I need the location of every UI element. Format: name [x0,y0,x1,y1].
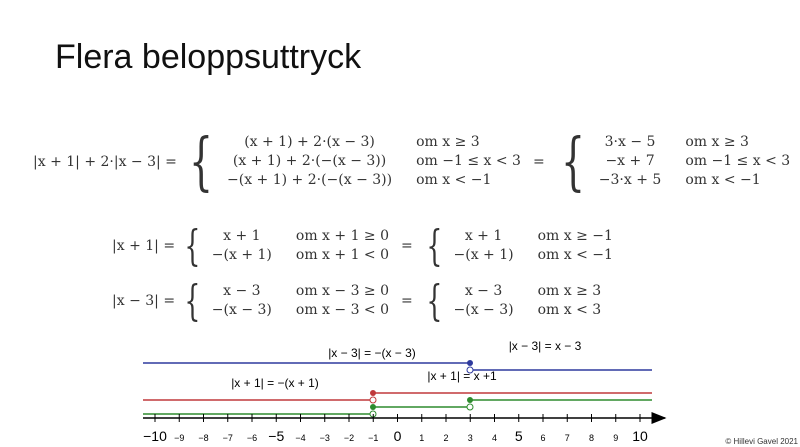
segment-label: |x + 1| = −(x + 1) [231,376,319,390]
condition: om x + 1 ≥ 0 [295,228,390,244]
brace: { [188,125,213,198]
case-row: x − 3 om x − 3 ≥ 0 [210,282,397,301]
expression: −(x − 3) [453,302,514,318]
case-row: x + 1 om x ≥ −1 [452,227,621,246]
tick-label: −1 [368,433,378,443]
tick-label: −8 [198,433,208,443]
condition: om x − 3 ≥ 0 [295,283,390,299]
tick-label: 6 [540,433,545,443]
expression: −(x + 1) + 2·(−(x − 3)) [227,172,393,188]
equation: |x − 3| ={x − 3 om x − 3 ≥ 0 −(x − 3) om x … [112,280,609,322]
tick-label: 9 [613,433,618,443]
equation: |x + 1| + 2·|x − 3| ={(x + 1) + 2·(x − 3… [33,130,798,193]
closed-point [467,360,473,366]
condition: om x < −1 [685,172,761,188]
tick-label: 3 [468,433,473,443]
tick-label: −2 [344,433,354,443]
expression: −(x − 3) [211,302,272,318]
condition: om −1 ≤ x < 3 [416,153,521,169]
condition: om x < −1 [537,247,613,263]
condition: om x ≥ 3 [416,134,480,150]
closed-point [467,397,473,403]
segment-label: |x − 3| = −(x − 3) [328,346,416,360]
case-row: x − 3 om x ≥ 3 [452,282,610,301]
tick-label: 5 [515,428,523,444]
equation-lhs: |x − 3| = [112,293,176,309]
open-point [466,366,474,374]
brace: { [426,276,443,325]
tick-label: −6 [247,433,257,443]
condition: om x < −1 [416,172,492,188]
case-row: (x + 1) + 2·(x − 3) om x ≥ 3 [225,133,529,152]
expression: −3·x + 5 [598,172,662,188]
equals: = [532,153,545,170]
case-row: x + 1 om x + 1 ≥ 0 [210,227,397,246]
open-point [369,396,377,404]
condition: om −1 ≤ x < 3 [685,153,791,169]
equation-lhs: |x + 1| + 2·|x − 3| = [33,153,177,170]
expression: x + 1 [223,228,261,244]
expression: −x + 7 [605,153,655,169]
equals: = [401,293,413,309]
condition: om x < 3 [537,302,602,318]
tick-label: 2 [443,433,448,443]
condition: om x + 1 < 0 [295,247,390,263]
case-row: −(x + 1) om x + 1 < 0 [210,246,397,265]
expression: −(x + 1) [211,247,272,263]
case-row: 3·x − 5 om x ≥ 3 [597,133,798,152]
case-row: (x + 1) + 2·(−(x − 3)) om −1 ≤ x < 3 [225,152,529,171]
tick-label: 10 [632,428,648,444]
case-row: −3·x + 5 om x < −1 [597,171,798,190]
condition: om x ≥ −1 [537,228,613,244]
tick-label: 0 [394,428,402,444]
cases: x + 1 om x + 1 ≥ 0 −(x + 1) om x + 1 < 0 [210,227,397,265]
brace: { [184,276,201,325]
tick-label: 4 [492,433,497,443]
credit: © Hillevi Gavel 2021 [725,437,798,446]
cases: x + 1 om x ≥ −1 −(x + 1) om x < −1 [452,227,621,265]
cases: x − 3 om x ≥ 3 −(x − 3) om x < 3 [452,282,610,320]
closed-point [370,390,376,396]
equation-lhs: |x + 1| = [112,238,176,254]
cases: x − 3 om x − 3 ≥ 0 −(x − 3) om x − 3 < 0 [210,282,397,320]
number-line: −10 −9 −8 −7 −6 −5 −4 −3 −2 −1 0 1 2 3 4 5 6 7 8 9 10|x − 3|… [143,340,667,444]
tick-label: −9 [174,433,184,443]
expression: x − 3 [223,283,261,299]
expression: (x + 1) + 2·(−(x − 3)) [232,153,387,169]
condition: om x − 3 < 0 [295,302,390,318]
closed-point [370,404,376,410]
brace: { [560,125,585,198]
case-row: −x + 7 om −1 ≤ x < 3 [597,152,798,171]
case-row: −(x − 3) om x < 3 [452,301,610,320]
case-row: −(x − 3) om x − 3 < 0 [210,301,397,320]
case-row: −(x + 1) om x < −1 [452,246,621,265]
condition: om x ≥ 3 [685,134,749,150]
segment-label: |x + 1| = x +1 [427,369,497,383]
expression: 3·x − 5 [604,134,656,150]
slide-title: Flera beloppsuttryck [55,38,362,76]
segment-label: |x − 3| = x − 3 [509,340,582,353]
tick-label: 8 [589,433,594,443]
open-point [466,403,474,411]
tick-label: 1 [419,433,424,443]
equals: = [401,238,413,254]
tick-label: −7 [223,433,233,443]
expression: −(x + 1) [453,247,514,263]
condition: om x ≥ 3 [537,283,602,299]
case-row: −(x + 1) + 2·(−(x − 3)) om x < −1 [225,171,529,190]
brace: { [184,221,201,270]
tick-label: 7 [565,433,570,443]
expression: x − 3 [464,283,503,299]
cases: 3·x − 5 om x ≥ 3 −x + 7 om −1 ≤ x < 3 −3·x +… [597,133,798,190]
expression: x + 1 [464,228,503,244]
expression: (x + 1) + 2·(x − 3) [244,134,375,150]
brace: { [426,221,443,270]
tick-label: −10 [143,428,167,444]
equation: |x + 1| ={x + 1 om x + 1 ≥ 0 −(x + 1) om x … [112,225,621,267]
tick-label: −3 [320,433,330,443]
cases: (x + 1) + 2·(x − 3) om x ≥ 3 (x + 1) + 2·(… [225,133,529,190]
tick-label: −4 [295,433,305,443]
tick-label: −5 [268,428,284,444]
